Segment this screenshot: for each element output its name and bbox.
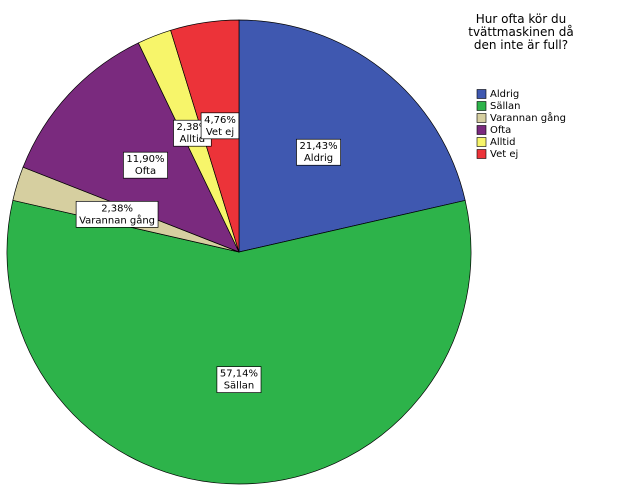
pie-slice xyxy=(22,42,240,253)
legend-swatch xyxy=(476,125,487,135)
legend-swatch xyxy=(476,101,487,111)
legend-label: Aldrig xyxy=(490,89,519,100)
data-label-value: 2,38% xyxy=(177,122,209,133)
data-label-box xyxy=(216,366,262,393)
data-label-category: Alltid xyxy=(180,134,205,145)
pie-slice xyxy=(238,19,466,253)
data-label: 2,38%Varannan gång xyxy=(75,200,159,228)
legend-label: Ofta xyxy=(490,125,511,136)
data-label-box xyxy=(296,138,341,166)
data-label-value: 21,43% xyxy=(299,141,337,152)
data-label-value: 57,14% xyxy=(220,369,258,380)
legend-label: Varannan gång xyxy=(490,111,566,124)
legend-swatch xyxy=(476,113,487,123)
data-label: 57,14%Sällan xyxy=(216,366,262,393)
data-label-category: Vet ej xyxy=(206,127,234,138)
legend-label: Sällan xyxy=(490,101,521,112)
data-label: 11,90%Ofta xyxy=(123,151,168,179)
legend-swatch xyxy=(476,149,487,159)
data-label-value: 2,38% xyxy=(101,203,133,214)
data-label-category: Aldrig xyxy=(304,153,333,164)
data-label: 4,76%Vet ej xyxy=(200,112,240,140)
legend-title: Hur ofta kör du tvättmaskinen då den int… xyxy=(468,12,574,52)
legend-swatch xyxy=(476,137,487,147)
legend-label: Alltid xyxy=(490,137,515,148)
data-label-box xyxy=(123,151,168,179)
data-label-value: 11,90% xyxy=(126,154,164,165)
data-label-category: Ofta xyxy=(135,166,156,177)
data-label-box xyxy=(75,200,159,228)
data-label-category: Sällan xyxy=(224,381,255,392)
legend-label: Vet ej xyxy=(490,149,518,160)
data-label: 21,43%Aldrig xyxy=(296,138,341,166)
data-label-value: 4,76% xyxy=(204,115,236,126)
legend-swatch xyxy=(476,89,487,99)
data-label-box xyxy=(200,112,240,140)
pie-slice xyxy=(6,199,472,485)
data-label-category: Varannan gång xyxy=(79,213,155,226)
